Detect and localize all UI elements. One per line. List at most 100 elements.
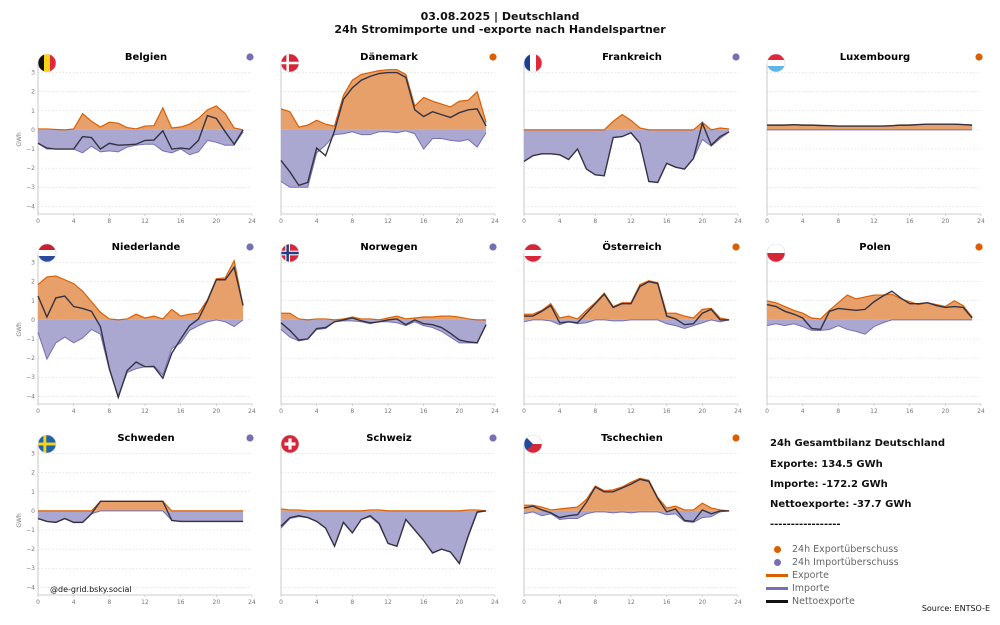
y-tick-label: 0 — [31, 508, 35, 515]
imports-area — [38, 510, 244, 523]
x-tick-label: 4 — [558, 218, 562, 225]
panel-schweiz: 0 4 8 12 16 20 24 Schweiz — [279, 433, 499, 606]
x-tick-label: 24 — [248, 408, 256, 415]
export-surplus-dot-icon — [732, 243, 740, 251]
y-tick-label: 2 — [31, 279, 35, 286]
x-tick-label: 12 — [384, 408, 392, 415]
x-tick-label: 12 — [627, 599, 635, 606]
y-tick-label: −2 — [26, 355, 35, 362]
x-tick-label: 0 — [279, 599, 283, 606]
x-tick-label: 12 — [141, 599, 149, 606]
x-tick-label: 24 — [977, 408, 985, 415]
net-line — [280, 71, 487, 187]
x-tick-label: 8 — [107, 408, 111, 415]
y-tick-label: −1 — [26, 527, 35, 534]
panel-title: Niederlande — [112, 242, 181, 253]
x-tick-label: 16 — [177, 408, 185, 415]
x-tick-label: 24 — [977, 218, 985, 225]
y-tick-label: −2 — [26, 165, 35, 172]
imports-area — [38, 319, 244, 397]
imports-area — [767, 319, 973, 335]
x-tick-label: 8 — [350, 408, 354, 415]
x-tick-label: 4 — [558, 408, 562, 415]
x-tick-label: 16 — [177, 599, 185, 606]
y-tick-label: −1 — [26, 146, 35, 153]
x-tick-label: 8 — [593, 599, 597, 606]
summary-heading: 24h Gesamtbilanz Deutschland — [770, 438, 946, 449]
exports-line — [280, 69, 487, 128]
net-line — [523, 478, 730, 523]
exports-area — [524, 478, 730, 511]
belgium-flag-icon — [38, 54, 56, 72]
x-tick-label: 16 — [420, 218, 428, 225]
x-tick-label: 20 — [213, 599, 221, 606]
panel-tschechien: 0 4 8 12 16 20 24 Tschechien — [522, 433, 742, 606]
x-tick-label: 4 — [72, 408, 76, 415]
imports-area — [281, 319, 487, 343]
imports-area — [281, 129, 487, 188]
x-tick-label: 12 — [627, 218, 635, 225]
y-tick-label: 3 — [31, 451, 35, 458]
panel-niederlande: 3 2 1 0 −1 −2 −3 −4 GWh 0 4 8 12 16 20 24 Niederlande — [16, 242, 256, 415]
imports-area — [524, 510, 730, 523]
x-tick-label: 4 — [315, 218, 319, 225]
x-tick-label: 8 — [350, 218, 354, 225]
panel-title: Schweiz — [366, 433, 412, 444]
x-tick-label: 0 — [36, 599, 40, 606]
y-tick-label: −4 — [26, 203, 35, 210]
exports-line — [524, 477, 730, 512]
x-tick-label: 0 — [765, 408, 769, 415]
x-tick-label: 24 — [491, 599, 499, 606]
x-tick-label: 12 — [141, 408, 149, 415]
panel-title: Norwegen — [360, 242, 417, 253]
y-tick-label: −3 — [26, 374, 35, 381]
switzerland-flag-icon — [281, 435, 299, 453]
x-tick-label: 16 — [420, 599, 428, 606]
y-tick-label: 2 — [31, 470, 35, 477]
exports-line — [281, 312, 487, 321]
x-tick-label: 20 — [456, 408, 464, 415]
imports-area — [524, 129, 730, 183]
x-tick-label: 4 — [72, 218, 76, 225]
x-tick-label: 20 — [942, 218, 950, 225]
netherlands-flag-icon — [38, 244, 56, 262]
panel-title: Schweden — [117, 433, 174, 444]
x-tick-label: 0 — [36, 218, 40, 225]
x-tick-label: 4 — [72, 599, 76, 606]
summary-imports: Importe: -172.2 GWh — [770, 479, 888, 490]
import-surplus-dot-icon — [246, 243, 254, 251]
summary-exports: Exporte: 134.5 GWh — [770, 459, 883, 470]
y-tick-label: 1 — [31, 298, 35, 305]
x-tick-label: 4 — [801, 218, 805, 225]
panel-title: Tschechien — [601, 433, 663, 444]
import-surplus-dot-icon — [489, 434, 497, 442]
x-tick-label: 24 — [734, 599, 742, 606]
x-tick-label: 0 — [522, 599, 526, 606]
x-tick-label: 20 — [942, 408, 950, 415]
chart-title: 03.08.2025 | Deutschland 24h Stromimport… — [0, 10, 1000, 36]
imports-line — [766, 319, 973, 335]
panel-title: Österreich — [602, 239, 661, 253]
title-line-1: 03.08.2025 | Deutschland — [420, 10, 580, 23]
source-note: Source: ENTSO-E — [921, 604, 990, 613]
x-tick-label: 8 — [107, 599, 111, 606]
watermark: @de-grid.bsky.social — [50, 585, 132, 594]
x-tick-label: 8 — [593, 408, 597, 415]
x-tick-label: 24 — [491, 408, 499, 415]
net-line — [524, 280, 730, 326]
luxembourg-flag-icon — [767, 54, 785, 72]
imports-line — [523, 510, 730, 523]
x-tick-label: 4 — [315, 408, 319, 415]
panel-title: Belgien — [125, 52, 167, 63]
summary-net: Nettoexporte: -37.7 GWh — [770, 499, 912, 510]
y-tick-label: 0 — [31, 317, 35, 324]
panel-title: Polen — [859, 242, 891, 253]
x-tick-label: 24 — [734, 218, 742, 225]
y-tick-label: −1 — [26, 336, 35, 343]
x-tick-label: 16 — [663, 599, 671, 606]
exports-area — [281, 69, 487, 130]
y-tick-label: 1 — [31, 108, 35, 115]
panel-belgien: 3 2 1 0 −1 −2 −3 −4 GWh 0 4 8 12 16 20 24 Belgien — [16, 52, 256, 225]
panel-schweden: 3 2 1 0 −1 −2 −3 −4 GWh 0 4 8 12 16 20 24 Schweden — [16, 433, 256, 606]
x-tick-label: 4 — [801, 408, 805, 415]
